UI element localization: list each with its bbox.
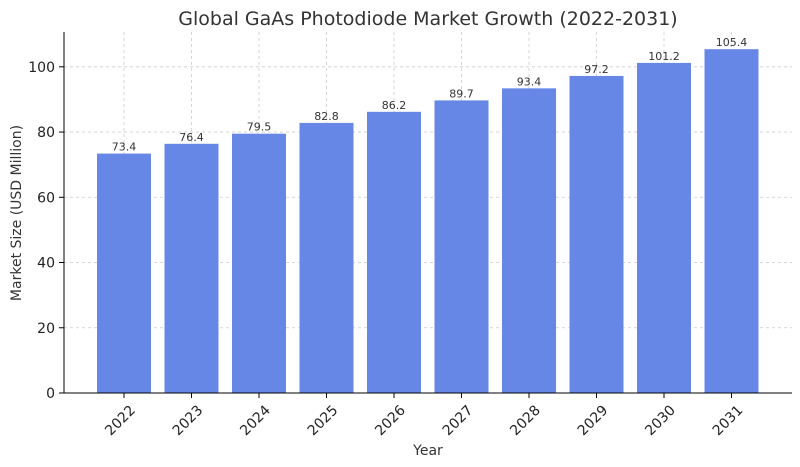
- bar-2024: [232, 133, 286, 393]
- x-tick-label: 2022: [102, 403, 139, 440]
- y-tick-label: 20: [37, 321, 55, 337]
- x-tick-label: 2027: [440, 403, 477, 440]
- y-axis-label: Market Size (USD Million): [9, 125, 25, 301]
- y-tick-label: 80: [37, 125, 55, 141]
- x-tick-label: 2031: [710, 403, 747, 440]
- bar-2025: [299, 122, 354, 393]
- data-label: 93.4: [517, 75, 542, 88]
- x-tick-label: 2028: [507, 403, 544, 440]
- chart-title: Global GaAs Photodiode Market Growth (20…: [178, 8, 677, 30]
- data-label: 79.5: [247, 121, 272, 134]
- data-label: 73.4: [112, 141, 137, 154]
- y-tick-label: 40: [37, 256, 55, 272]
- bars: [97, 49, 759, 394]
- bar-2027: [434, 100, 489, 394]
- x-tick-label: 2025: [305, 403, 342, 440]
- bar-2029: [569, 75, 624, 393]
- data-label: 76.4: [179, 131, 204, 144]
- data-labels: 73.4 76.4 79.5 82.8 86.2 89.7 93.4 97.2 101.2 105…: [112, 36, 748, 153]
- y-tick-label: 100: [28, 60, 55, 76]
- bar-2030: [637, 62, 691, 394]
- bar-2031: [704, 49, 759, 393]
- y-tick-label: 0: [46, 386, 55, 402]
- x-axis-label: Year: [412, 443, 443, 459]
- y-tick-label: 60: [37, 190, 55, 206]
- bar-2026: [367, 111, 421, 393]
- data-label: 89.7: [449, 87, 474, 100]
- data-label: 101.2: [648, 50, 680, 63]
- x-tick-label: 2026: [372, 402, 409, 439]
- bar-2028: [502, 88, 556, 394]
- bar-2023: [164, 143, 219, 393]
- data-label: 86.2: [382, 99, 407, 112]
- x-tick-label: 2023: [170, 403, 207, 440]
- data-label: 97.2: [584, 63, 609, 76]
- x-tick-label: 2024: [237, 402, 274, 439]
- x-tick-label: 2030: [642, 403, 679, 440]
- x-tick-label: 2029: [575, 403, 612, 440]
- data-label: 82.8: [314, 110, 339, 123]
- data-label: 105.4: [716, 36, 748, 49]
- bar-2022: [97, 153, 151, 393]
